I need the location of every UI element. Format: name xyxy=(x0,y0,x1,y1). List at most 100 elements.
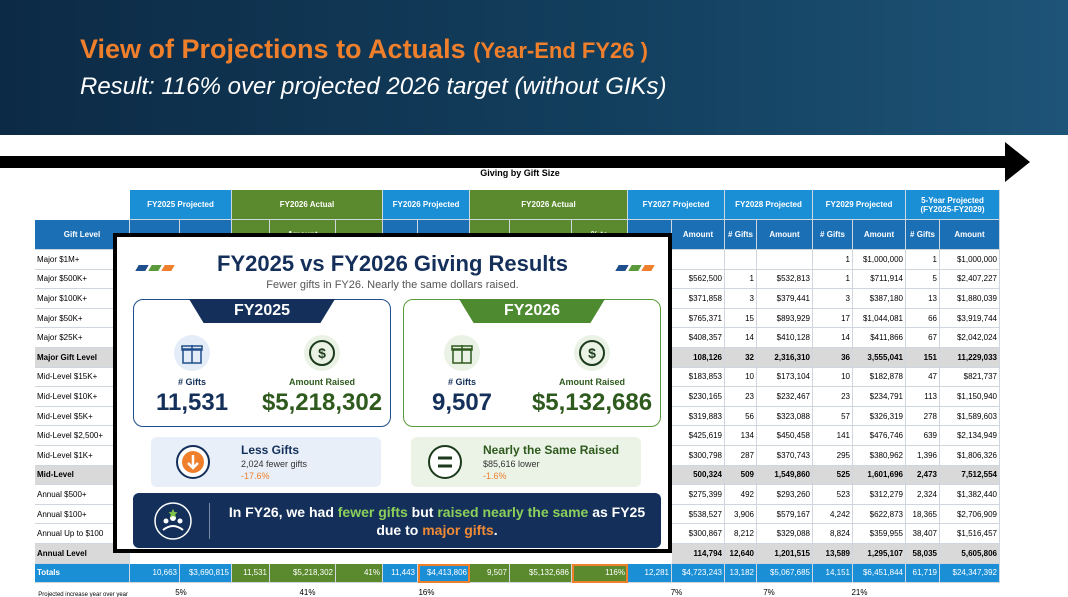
data-cell: $1,806,326 xyxy=(940,446,1000,466)
data-cell: 492 xyxy=(725,485,757,505)
banner-part: as FY25 xyxy=(588,504,646,520)
increase-cell: 5% xyxy=(175,587,187,597)
gifts-label: # Gifts xyxy=(177,377,206,387)
data-cell: 108,126 xyxy=(672,348,725,368)
data-cell: 2,324 xyxy=(906,485,940,505)
down-icon xyxy=(176,445,210,479)
increase-cell xyxy=(906,583,1000,597)
banner-highlight: major gifts xyxy=(422,522,494,538)
data-cell: 151 xyxy=(906,348,940,368)
data-cell: $183,853 xyxy=(672,367,725,388)
data-cell: 32 xyxy=(725,348,757,368)
increase-cell xyxy=(470,583,628,597)
svg-text:$: $ xyxy=(318,345,326,361)
amount-label: Amount Raised xyxy=(288,377,355,387)
data-cell: $425,619 xyxy=(672,426,725,446)
data-cell: $538,527 xyxy=(672,504,725,525)
data-cell: 295 xyxy=(813,446,853,466)
gifts-label: # Gifts xyxy=(447,377,476,387)
row-label: Projected increase year over year xyxy=(38,591,128,597)
data-cell: 3,555,041 xyxy=(853,348,906,368)
data-cell: 2,473 xyxy=(906,465,940,486)
amount-label: Amount Raised xyxy=(558,377,625,387)
data-cell: $1,000,000 xyxy=(940,250,1000,270)
banner-highlight: raised nearly the same xyxy=(437,504,589,520)
amount-value: $5,132,686 xyxy=(531,389,653,416)
same-change: -1.6% xyxy=(483,471,507,481)
data-cell: 17 xyxy=(813,308,853,329)
data-cell: $323,088 xyxy=(757,406,813,427)
total-cell: 10,663 xyxy=(130,563,180,584)
data-cell: $411,866 xyxy=(853,328,906,348)
column-header: Amount xyxy=(940,220,1000,250)
same-detail: $85,616 lower xyxy=(483,459,540,469)
fy2026-tab: FY2026 xyxy=(459,299,605,323)
data-cell: 15 xyxy=(725,308,757,329)
data-cell: $532,813 xyxy=(757,269,813,290)
group-header: 5-Year Projected (FY2025-FY2029) xyxy=(906,190,1000,220)
banner-part: . xyxy=(493,522,498,538)
people-icon xyxy=(154,502,192,540)
data-cell: 8,212 xyxy=(725,524,757,544)
data-cell: 500,324 xyxy=(672,465,725,486)
data-cell: $379,441 xyxy=(757,289,813,309)
data-cell: $300,798 xyxy=(672,446,725,466)
data-cell: 58,035 xyxy=(906,544,940,564)
card-subtitle: Fewer gifts in FY26. Nearly the same dol… xyxy=(266,279,519,291)
svg-text:$: $ xyxy=(588,345,596,361)
increase-cell: 7% xyxy=(670,587,683,597)
data-cell: 1,201,515 xyxy=(757,544,813,564)
total-cell: 13,182 xyxy=(725,563,757,584)
total-cell: $4,413,806 xyxy=(418,563,470,584)
data-cell: $579,167 xyxy=(757,504,813,525)
data-cell: 56 xyxy=(725,406,757,427)
data-cell: 114,794 xyxy=(672,544,725,564)
gifts-value: 9,507 xyxy=(431,389,493,416)
data-cell: $410,128 xyxy=(757,328,813,348)
data-cell: 1 xyxy=(813,250,853,270)
data-cell: 11,229,033 xyxy=(940,348,1000,368)
data-cell xyxy=(757,250,813,270)
total-cell: 12,281 xyxy=(628,563,672,584)
data-cell: 3 xyxy=(813,289,853,309)
data-cell: 67 xyxy=(906,328,940,348)
data-cell: 4,242 xyxy=(813,504,853,525)
data-cell: $2,042,024 xyxy=(940,328,1000,348)
fy2025-tab: FY2025 xyxy=(189,299,335,323)
less-detail: 2,024 fewer gifts xyxy=(241,459,308,469)
data-cell: 14 xyxy=(813,328,853,348)
data-cell: $1,589,603 xyxy=(940,406,1000,427)
dollar-icon: $ xyxy=(304,335,340,371)
data-cell: $2,407,227 xyxy=(940,269,1000,290)
data-cell: $821,737 xyxy=(940,367,1000,388)
data-cell: 18,365 xyxy=(906,504,940,525)
total-cell: 14,151 xyxy=(813,563,853,584)
total-cell: 61,719 xyxy=(906,563,940,584)
less-change: -17.6% xyxy=(241,471,270,481)
data-cell: 639 xyxy=(906,426,940,446)
data-cell: $2,706,909 xyxy=(940,504,1000,525)
data-cell: $1,382,440 xyxy=(940,485,1000,505)
title-main: View of Projections to Actuals xyxy=(80,34,466,64)
column-header: Amount xyxy=(853,220,906,250)
total-cell: 116% xyxy=(572,563,628,584)
group-header: FY2029 Projected xyxy=(813,190,906,220)
same-title: Nearly the Same Raised xyxy=(483,443,620,457)
title-suffix: (Year-End FY26 ) xyxy=(473,38,648,63)
banner-part: due to xyxy=(376,522,423,538)
group-header: FY2026 Actual xyxy=(470,190,628,220)
data-cell: $326,319 xyxy=(853,406,906,427)
arrow xyxy=(0,142,1030,182)
data-cell: $622,873 xyxy=(853,504,906,525)
data-cell: 525 xyxy=(813,465,853,486)
column-header: # Gifts xyxy=(725,220,757,250)
data-cell: 8,824 xyxy=(813,524,853,544)
data-cell: 13 xyxy=(906,289,940,309)
data-cell: $359,955 xyxy=(853,524,906,544)
data-cell: 66 xyxy=(906,308,940,329)
data-cell: 5,605,806 xyxy=(940,544,1000,564)
total-cell: $24,347,392 xyxy=(940,563,1000,584)
banner-highlight: fewer gifts xyxy=(337,504,408,520)
data-cell: 7,512,554 xyxy=(940,465,1000,486)
data-cell: $1,044,081 xyxy=(853,308,906,329)
